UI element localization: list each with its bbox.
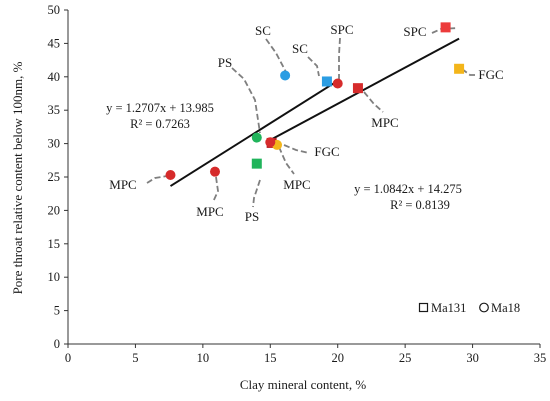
x-tick-label: 20 [331,351,344,365]
label-leader-line [231,67,261,134]
ma131-square-point [321,76,332,87]
point-label: PS [218,55,232,70]
ma18-circle-point [209,166,220,177]
y-tick-label: 10 [48,270,61,284]
label-leader-line [461,68,477,76]
ma131-square-point [454,63,465,74]
y-tick-label: 5 [54,304,60,318]
axes: 0 5 10 15 20 25 30 35 40 45 50 0 5 10 15 20 25 30 35 [48,3,547,365]
data-points [165,22,465,180]
point-label: FGC [478,67,503,82]
label-leader-line [252,179,261,208]
legend-label-ma131: Ma131 [431,301,466,315]
ma131-square-point [440,22,451,33]
point-labels: SC MPC SPC FGC PS MPC MPC PS SC SPC FGC MPC [109,22,503,224]
point-label: MPC [371,115,398,130]
label-leader-line [338,37,341,80]
y-tick-label: 30 [48,137,61,151]
point-label: SC [292,41,308,56]
ma131-square-point [352,83,363,94]
x-tick-label: 30 [466,351,479,365]
point-label: SPC [403,24,426,39]
label-leader-line [265,38,287,73]
x-tick-label: 15 [264,351,277,365]
ma18-circle-point [332,78,343,89]
ma18-circle-point [251,132,262,143]
legend-circle-marker [479,302,489,313]
point-label: SC [255,23,271,38]
y-tick-label: 45 [48,36,61,50]
legend-square-marker [418,302,429,313]
ma131-square-point [251,158,262,169]
legend: Ma131 Ma18 [418,301,520,315]
point-label: SPC [330,22,353,37]
trend-equation-1: y = 1.2707x + 13.985 [106,101,214,115]
label-leader-line [363,91,384,113]
x-tick-label: 5 [132,351,138,365]
x-axis-title: Clay mineral content, % [240,377,367,392]
x-tick-label: 10 [197,351,210,365]
ma18-circle-point [280,70,291,81]
y-tick-label: 40 [48,70,61,84]
label-leader-line [283,144,310,154]
label-leader-line [278,146,295,175]
point-label: MPC [109,177,136,192]
point-label: PS [245,209,259,224]
ma18-circle-point [265,137,276,148]
y-tick-label: 25 [48,170,61,184]
trend-r2-1: R² = 0.7263 [130,117,190,131]
x-tick-label: 35 [534,351,547,365]
y-tick-label: 50 [48,3,61,17]
y-tick-label: 15 [48,237,61,251]
label-leader-line [307,56,320,77]
trend-r2-2: R² = 0.8139 [390,198,450,212]
x-tick-label: 0 [65,351,71,365]
label-leaders [146,27,477,208]
legend-label-ma18: Ma18 [491,301,520,315]
label-leader-line [212,176,219,203]
point-label: MPC [283,177,310,192]
x-tick-label: 25 [399,351,412,365]
y-tick-label: 35 [48,103,61,117]
point-label: FGC [314,144,339,159]
y-tick-label: 0 [54,337,60,351]
trend-equation-2: y = 1.0842x + 14.275 [354,182,462,196]
y-tick-label: 20 [48,203,61,217]
point-label: MPC [196,204,223,219]
y-axis-title: Pore throat relative content below 100nm… [10,61,25,294]
trendline-2 [269,37,460,141]
ma18-circle-point [165,169,176,180]
label-leader-line [146,175,168,184]
